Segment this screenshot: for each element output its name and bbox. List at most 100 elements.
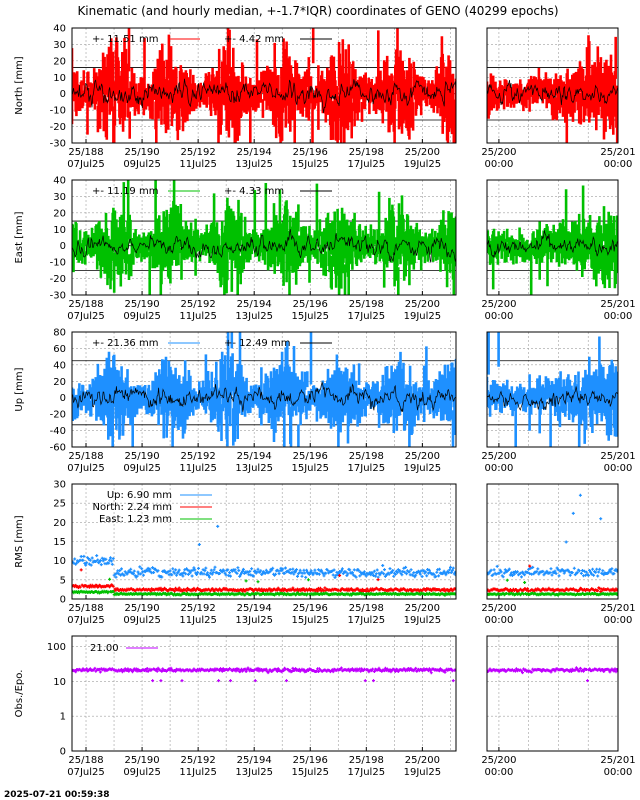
- x-tick-label-date: 15Jul25: [291, 615, 329, 626]
- y-axis-label: Obs./Epo.: [14, 670, 25, 718]
- x-tick-label-day: 25/188: [68, 451, 103, 462]
- y-tick-label: 1: [60, 712, 66, 723]
- x-tick-label-day: 25/190: [124, 755, 159, 766]
- x-tick-label-date: 07Jul25: [67, 159, 105, 170]
- obs-series-0: [487, 666, 618, 683]
- y-tick-label: 30: [53, 480, 66, 491]
- y-tick-label: 10: [53, 73, 66, 84]
- rms-series-2: [487, 578, 618, 597]
- north-zoom-data: [487, 35, 618, 143]
- x-tick-label-date: 00:00: [604, 311, 633, 322]
- y-axis-label: RMS [mm]: [14, 515, 25, 567]
- north-zoom-frame: [486, 27, 619, 144]
- x-tick-label-day: 25/201: [600, 755, 635, 766]
- y-tick-label: 10: [53, 556, 66, 567]
- x-tick-label-date: 09Jul25: [123, 463, 161, 474]
- legend-label: +- 11.51 mm: [92, 34, 158, 45]
- y-tick-label: 25: [53, 499, 66, 510]
- x-tick-label-date: 11Jul25: [179, 463, 217, 474]
- y-tick-label: 40: [53, 176, 66, 187]
- y-axis-label: Up [mm]: [14, 367, 25, 411]
- x-tick-label-date: 11Jul25: [179, 615, 217, 626]
- y-axis-label: North [mm]: [14, 56, 25, 115]
- x-tick-label-day: 25/200: [481, 451, 516, 462]
- x-tick-label-day: 25/200: [405, 755, 440, 766]
- x-tick-label-day: 25/196: [293, 451, 328, 462]
- x-tick-label-day: 25/192: [181, 755, 216, 766]
- x-tick-label-date: 09Jul25: [123, 159, 161, 170]
- x-tick-label-day: 25/200: [481, 603, 516, 614]
- x-tick-label-date: 19Jul25: [404, 159, 442, 170]
- x-tick-label-date: 15Jul25: [291, 463, 329, 474]
- y-tick-label: 0: [60, 393, 66, 404]
- y-tick-label: -30: [50, 139, 66, 150]
- y-tick-label: 15: [53, 537, 66, 548]
- x-tick-label-date: 00:00: [604, 159, 633, 170]
- legend-label: +- 11.19 mm: [92, 186, 158, 197]
- east-zoom-frame: [486, 179, 619, 296]
- x-tick-label-day: 25/201: [600, 299, 635, 310]
- x-tick-label-day: 25/188: [68, 147, 103, 158]
- x-tick-label-date: 11Jul25: [179, 311, 217, 322]
- y-tick-label: 20: [53, 208, 66, 219]
- x-tick-label-date: 19Jul25: [404, 615, 442, 626]
- y-tick-label: 20: [53, 518, 66, 529]
- x-tick-label-day: 25/192: [181, 451, 216, 462]
- y-tick-label: 10: [53, 225, 66, 236]
- x-tick-label-day: 25/200: [405, 603, 440, 614]
- x-tick-label-date: 11Jul25: [179, 159, 217, 170]
- obs-series-0: [72, 666, 456, 683]
- x-tick-label-day: 25/188: [68, 755, 103, 766]
- up-solution-series: [487, 332, 618, 447]
- x-tick-label-date: 15Jul25: [291, 767, 329, 778]
- x-tick-label-date: 00:00: [604, 767, 633, 778]
- y-tick-label: 5: [60, 575, 66, 586]
- x-tick-label-date: 19Jul25: [404, 767, 442, 778]
- north-main-frame: [71, 27, 457, 144]
- x-tick-label-day: 25/200: [481, 299, 516, 310]
- y-tick-label: 30: [53, 192, 66, 203]
- x-tick-label-day: 25/196: [293, 147, 328, 158]
- x-tick-label-day: 25/198: [349, 451, 384, 462]
- y-tick-label: 60: [53, 344, 66, 355]
- y-tick-label: 10: [53, 677, 66, 688]
- up-main-data: [72, 332, 456, 447]
- y-tick-label: 0: [60, 595, 66, 606]
- y-tick-label: 100: [47, 642, 66, 653]
- east-zoom-data: [487, 185, 618, 295]
- x-tick-label-date: 17Jul25: [348, 159, 386, 170]
- x-tick-label-date: 13Jul25: [235, 463, 273, 474]
- obs-zoom-data: [487, 666, 618, 683]
- x-tick-label-day: 25/192: [181, 147, 216, 158]
- x-tick-label-day: 25/194: [237, 147, 272, 158]
- x-tick-label-date: 09Jul25: [123, 615, 161, 626]
- x-tick-label-day: 25/192: [181, 299, 216, 310]
- legend-label: North: 2.24 mm: [93, 502, 172, 513]
- x-tick-label-date: 13Jul25: [235, 615, 273, 626]
- legend-label: 21.00: [90, 643, 119, 654]
- rms-main-data: [72, 524, 456, 597]
- y-tick-label: 80: [53, 328, 66, 339]
- obs-main-data: [72, 666, 456, 683]
- chart-title: Kinematic (and hourly median, +-1.7*IQR)…: [77, 4, 558, 18]
- x-tick-label-day: 25/198: [349, 299, 384, 310]
- y-tick-label: 0: [60, 241, 66, 252]
- x-tick-label-date: 00:00: [484, 311, 513, 322]
- x-tick-label-date: 00:00: [484, 159, 513, 170]
- rms-main-frame: [71, 483, 457, 600]
- x-tick-label-date: 00:00: [604, 615, 633, 626]
- x-tick-label-day: 25/194: [237, 299, 272, 310]
- x-tick-label-day: 25/198: [349, 755, 384, 766]
- x-tick-label-day: 25/192: [181, 603, 216, 614]
- y-tick-label: 0: [60, 747, 66, 758]
- obs-zoom-frame: [486, 635, 619, 752]
- up-median-series: [487, 386, 618, 411]
- timestamp: 2025-07-21 00:59:38: [4, 790, 109, 800]
